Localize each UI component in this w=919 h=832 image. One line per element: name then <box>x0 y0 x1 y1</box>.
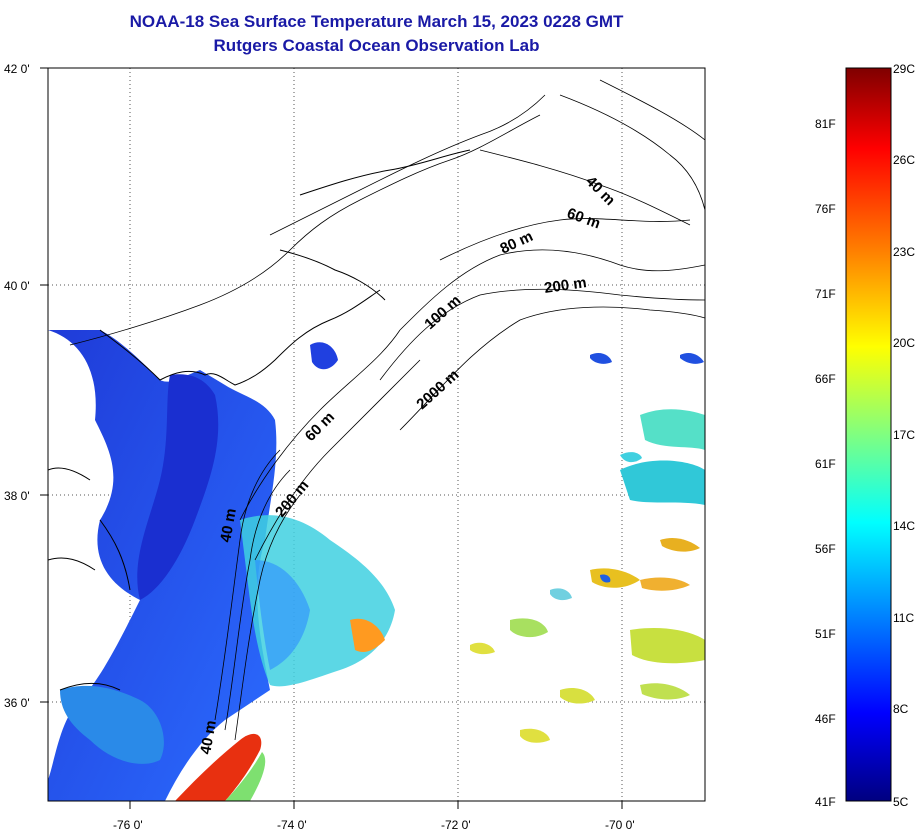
map-border <box>47 67 706 802</box>
lat-label: 42 0' <box>4 62 30 76</box>
map-subtitle: Rutgers Coastal Ocean Observation Lab <box>213 36 540 55</box>
colorbar-label-f: 41F <box>815 795 836 809</box>
colorbar-label-f: 46F <box>815 712 836 726</box>
lon-label: -70 0' <box>605 818 635 832</box>
lon-label: -72 0' <box>441 818 471 832</box>
colorbar-label-c: 20C <box>893 336 915 350</box>
axis-ticks <box>40 67 623 809</box>
sound-water <box>60 685 164 764</box>
offshore-patches <box>310 342 705 743</box>
lat-label: 40 0' <box>4 279 30 293</box>
contour-label: 40 m <box>217 507 240 544</box>
colorbar-label-f: 81F <box>815 117 836 131</box>
colorbar-label-c: 14C <box>893 519 915 533</box>
lat-label: 38 0' <box>4 489 30 503</box>
colorbar-label-c: 29C <box>893 62 915 76</box>
contour-label: 200 m <box>543 274 587 297</box>
gulf-stream-edge <box>225 752 266 801</box>
colorbar-label-f: 66F <box>815 372 836 386</box>
colorbar-label-c: 8C <box>893 702 909 716</box>
colorbar-label-f: 61F <box>815 457 836 471</box>
lon-label: -74 0' <box>277 818 307 832</box>
lon-label: -76 0' <box>113 818 143 832</box>
map-title: NOAA-18 Sea Surface Temperature March 15… <box>129 12 624 31</box>
lat-label: 36 0' <box>4 696 30 710</box>
colorbar-label-c: 5C <box>893 795 909 809</box>
contour-label: 40 m <box>197 719 220 756</box>
colorbar-label-c: 23C <box>893 245 915 259</box>
colorbar-label-c: 26C <box>893 153 915 167</box>
colorbar-label-c: 17C <box>893 428 915 442</box>
bathymetry-contours <box>69 79 705 741</box>
map-panel <box>48 68 705 801</box>
gulf-stream-warm <box>175 733 262 801</box>
graticule <box>48 68 705 801</box>
colorbar-label-f: 51F <box>815 627 836 641</box>
coastline <box>48 149 471 691</box>
colorbar-label-f: 71F <box>815 287 836 301</box>
warm-front-orange <box>350 618 385 652</box>
colorbar-label-c: 11C <box>893 611 914 625</box>
colorbar-gradient <box>845 67 892 802</box>
shelf-water-mid <box>255 560 310 670</box>
colorbar-label-f: 56F <box>815 542 836 556</box>
colorbar: 81F 76F 71F 66F 61F 56F 51F 46F 41F 29C … <box>815 62 915 809</box>
colorbar-label-f: 76F <box>815 202 836 216</box>
bay-water <box>137 374 219 600</box>
